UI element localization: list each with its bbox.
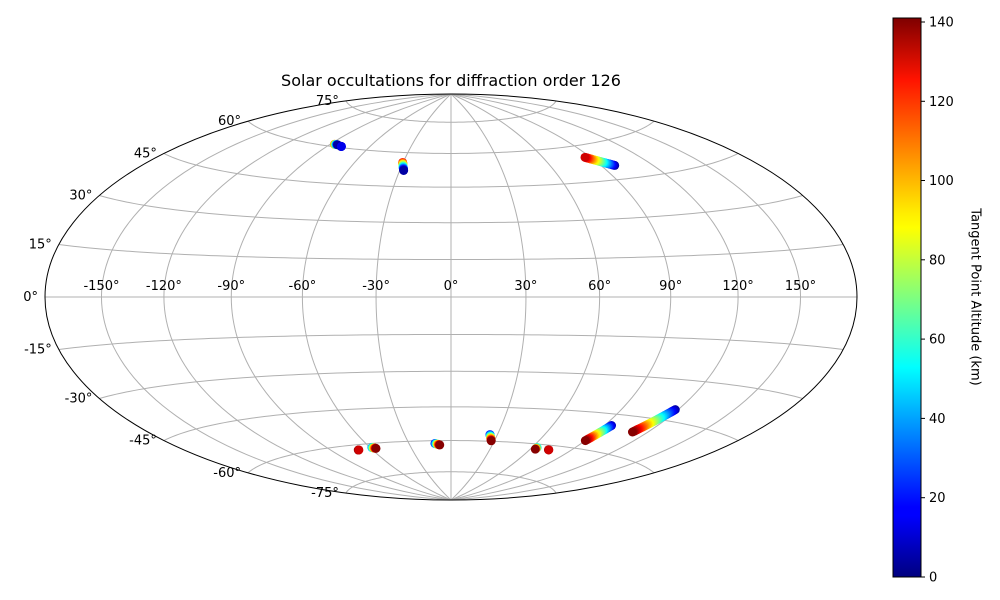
data-point xyxy=(580,436,590,446)
y-tick-label: -60° xyxy=(213,466,241,481)
y-tick-label: 15° xyxy=(29,238,52,253)
x-tick-label: 150° xyxy=(785,279,816,294)
colorbar-label: Tangent Point Altitude (km) xyxy=(968,207,983,385)
y-tick-label: 75° xyxy=(316,94,339,109)
x-tick-label: -120° xyxy=(146,279,182,294)
x-tick-label: -90° xyxy=(217,279,245,294)
y-tick-label: -15° xyxy=(24,343,52,358)
colorbar-ticks: 0 20 40 60 80 100 120 140 xyxy=(921,16,954,586)
y-tick-label: 0° xyxy=(23,290,38,305)
parallel-line xyxy=(58,243,844,261)
parallel-line xyxy=(345,100,557,123)
data-point xyxy=(337,141,346,151)
y-tick-label: -45° xyxy=(129,434,157,449)
parallel-line xyxy=(99,195,803,224)
parallel-line xyxy=(247,440,655,474)
y-tick-label: -75° xyxy=(311,486,339,501)
colorbar-tick-label: 0 xyxy=(929,571,937,586)
x-tick-label: 60° xyxy=(588,279,611,294)
y-tick-label: 45° xyxy=(134,147,157,162)
colorbar-tick-label: 20 xyxy=(929,491,946,506)
x-tick-label: 30° xyxy=(514,279,537,294)
data-point xyxy=(580,152,590,162)
x-tick-label: -60° xyxy=(289,279,317,294)
parallel-line xyxy=(345,471,557,494)
data-point xyxy=(486,436,496,446)
colorbar xyxy=(892,17,922,578)
colorbar-tick-label: 40 xyxy=(929,412,946,427)
data-point xyxy=(435,440,445,450)
x-tick-label: 120° xyxy=(722,279,753,294)
y-tick-label: 30° xyxy=(69,189,92,204)
data-point xyxy=(530,444,540,454)
x-tick-label: -150° xyxy=(83,279,119,294)
data-point xyxy=(544,445,554,455)
x-tick-label: 0° xyxy=(444,279,459,294)
colorbar-tick-label: 140 xyxy=(929,16,954,31)
y-tick-label: 60° xyxy=(218,114,241,129)
x-tick-label: -30° xyxy=(362,279,390,294)
y-tick-labels: -75° -60° -45° -30° -15° 0° 15° 30° 45° 60° 75° xyxy=(23,94,339,501)
chart-title: Solar occultations for diffraction order… xyxy=(281,71,621,90)
parallel-line xyxy=(99,370,803,399)
data-point xyxy=(354,445,364,455)
colorbar-tick-label: 80 xyxy=(929,253,946,268)
x-tick-label: 90° xyxy=(659,279,682,294)
data-point xyxy=(371,443,381,453)
plot-boundary xyxy=(44,93,858,501)
colorbar-tick-label: 120 xyxy=(929,95,954,110)
parallel-line xyxy=(58,333,844,351)
colorbar-tick-label: 100 xyxy=(929,174,954,189)
parallel-line xyxy=(247,120,655,154)
colorbar-tick-label: 60 xyxy=(929,333,946,348)
data-point xyxy=(399,165,409,175)
parallel-line xyxy=(163,153,739,188)
data-point xyxy=(627,427,637,437)
graticule xyxy=(45,94,857,500)
x-tick-labels: -150° -120° -90° -60° -30° 0° 30° 60° 90° 120° 150… xyxy=(83,279,816,294)
data-points xyxy=(329,139,680,455)
y-tick-label: -30° xyxy=(65,392,93,407)
